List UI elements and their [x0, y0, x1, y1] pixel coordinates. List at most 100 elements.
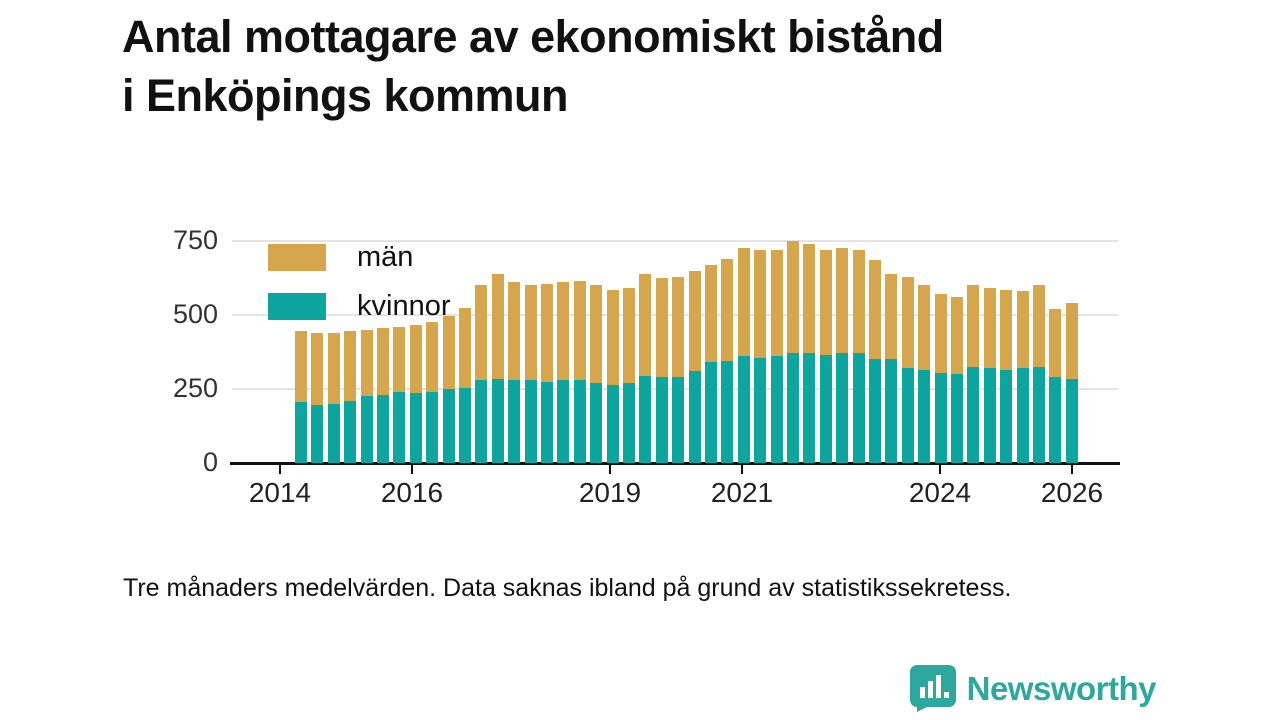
bar	[623, 288, 635, 463]
x-axis-line	[230, 462, 1120, 465]
bar-segment-man	[393, 326, 406, 392]
bar-segment-man	[754, 249, 767, 358]
y-tick-label: 500	[172, 299, 218, 329]
bar-segment-man	[409, 325, 422, 394]
bar	[770, 249, 783, 463]
bar	[311, 332, 324, 463]
bar	[934, 294, 947, 463]
bar-segment-man	[541, 283, 553, 382]
bar-segment-kvinnor	[573, 380, 586, 463]
x-tick-label: 2014	[248, 477, 312, 508]
speech-bubble-bar-chart-icon	[909, 665, 956, 712]
bar	[885, 273, 898, 463]
bar	[1016, 291, 1029, 463]
bar	[951, 297, 963, 463]
newsworthy-logo: Newsworthy	[909, 665, 1157, 712]
bar-segment-man	[442, 316, 455, 389]
chart-title-line2: i Enköpings kommun	[122, 69, 569, 121]
bar-segment-kvinnor	[721, 360, 734, 463]
bar-segment-kvinnor	[524, 380, 537, 463]
x-tick-mark	[609, 465, 611, 474]
bar	[836, 248, 849, 463]
bar-segment-kvinnor	[655, 377, 668, 463]
x-tick-mark	[1071, 465, 1073, 474]
bar-segment-man	[360, 329, 373, 397]
bar-segment-kvinnor	[1049, 377, 1062, 463]
bar	[1049, 309, 1062, 463]
x-tick-label: 2016	[380, 477, 444, 508]
bar-segment-kvinnor	[409, 393, 422, 463]
bar	[967, 285, 980, 463]
bar	[426, 322, 439, 463]
bar-segment-kvinnor	[983, 368, 996, 463]
newsworthy-logo-text: Newsworthy	[966, 669, 1157, 707]
bar-segment-kvinnor	[770, 356, 783, 463]
bar-segment-kvinnor	[885, 359, 898, 463]
bar-segment-kvinnor	[1033, 366, 1045, 463]
bar-segment-kvinnor	[852, 353, 865, 463]
bar	[409, 325, 422, 463]
bar	[508, 282, 521, 463]
bar	[524, 285, 537, 463]
bar	[295, 331, 307, 463]
legend-item-man: män	[268, 241, 451, 274]
bar-segment-kvinnor	[442, 388, 455, 463]
bar-segment-kvinnor	[967, 366, 980, 463]
bar-segment-kvinnor	[869, 359, 881, 463]
bar	[737, 248, 750, 463]
chart-title-line1: Antal mottagare av ekonomiskt bistånd	[122, 11, 944, 62]
bar-segment-man	[787, 241, 799, 354]
bar-segment-kvinnor	[1065, 378, 1078, 463]
bar-segment-man	[557, 282, 570, 381]
bar-segment-man	[869, 260, 881, 360]
bar-segment-kvinnor	[541, 381, 553, 463]
bar-segment-man	[459, 307, 471, 388]
bar	[918, 285, 931, 463]
bar	[327, 332, 340, 463]
bar-segment-kvinnor	[754, 357, 767, 463]
bar	[459, 307, 471, 463]
bar-segment-kvinnor	[688, 371, 701, 463]
bar	[754, 249, 767, 463]
bar	[491, 273, 504, 463]
bar	[819, 249, 832, 463]
bar-segment-kvinnor	[803, 353, 816, 463]
bar-segment-man	[951, 297, 963, 375]
bar-segment-kvinnor	[377, 394, 389, 463]
bar-segment-kvinnor	[360, 396, 373, 463]
x-tick-label: 2024	[908, 477, 972, 508]
bar-segment-kvinnor	[819, 354, 832, 463]
bar-segment-kvinnor	[508, 380, 521, 463]
bar-segment-man	[311, 332, 324, 406]
y-tick-label: 750	[172, 225, 218, 255]
x-tick-label: 2021	[710, 477, 774, 508]
bar-segment-kvinnor	[475, 380, 488, 463]
bar	[573, 280, 586, 463]
bar-segment-kvinnor	[639, 375, 652, 463]
bar	[705, 264, 717, 463]
y-tick-label: 0	[202, 447, 218, 477]
bar-segment-man	[491, 273, 504, 379]
x-tick-mark	[939, 465, 941, 474]
bar-segment-man	[1065, 303, 1078, 379]
bar-segment-kvinnor	[590, 383, 603, 463]
bar-segment-kvinnor	[426, 391, 439, 463]
bar-segment-man	[672, 276, 685, 378]
bar	[852, 249, 865, 463]
bar-segment-man	[573, 280, 586, 381]
bar-segment-kvinnor	[1016, 368, 1029, 463]
bar-segment-man	[721, 258, 734, 361]
bar	[983, 288, 996, 463]
bar-segment-man	[770, 249, 783, 357]
bar-segment-man	[983, 288, 996, 369]
x-tick-label: 2019	[578, 477, 642, 508]
bar-segment-man	[377, 328, 389, 395]
bar	[1033, 285, 1045, 463]
bar	[590, 285, 603, 463]
bar-segment-man	[934, 294, 947, 373]
bar	[672, 276, 685, 463]
bar-segment-man	[508, 282, 521, 381]
bar-segment-kvinnor	[311, 405, 324, 463]
bar-segment-man	[590, 285, 603, 384]
